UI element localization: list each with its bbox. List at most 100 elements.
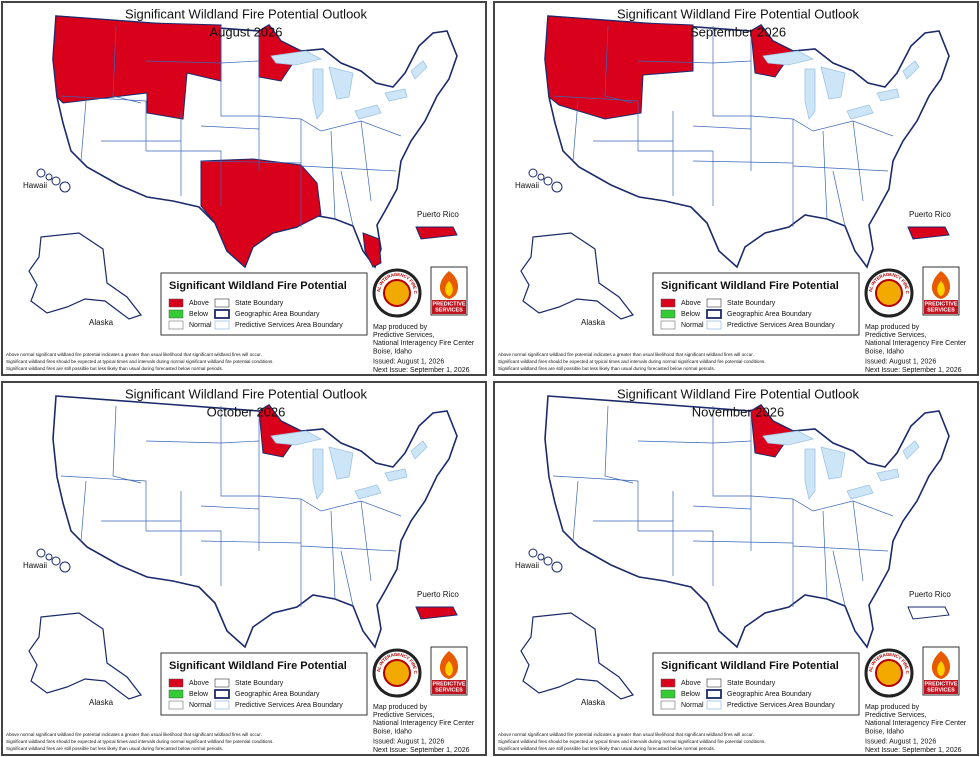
- boundary-line: [852, 500, 864, 582]
- legend-label: Above: [681, 680, 701, 687]
- legend-label: Predictive Services Area Boundary: [235, 702, 343, 709]
- legend-label: Predictive Services Area Boundary: [235, 322, 343, 329]
- legend-label: Predictive Services Area Boundary: [727, 702, 835, 709]
- legend-label: State Boundary: [235, 300, 284, 307]
- legend-swatch: [214, 309, 230, 319]
- hawaii-label: Hawaii: [23, 181, 47, 190]
- map-subtitle: August 2026: [209, 24, 282, 39]
- legend-label: State Boundary: [235, 680, 284, 687]
- boundary-line: [60, 475, 147, 531]
- legend-swatch: [660, 309, 676, 319]
- alaska-label: Alaska: [581, 698, 606, 707]
- credit-line: Boise, Idaho: [373, 348, 412, 355]
- hawaii-island: [551, 181, 563, 193]
- legend-title: Significant Wildland Fire Potential: [169, 280, 347, 292]
- map-subtitle: November 2026: [692, 404, 785, 419]
- lake: [820, 66, 846, 100]
- legend-title: Significant Wildland Fire Potential: [169, 660, 347, 672]
- above-normal-area: [907, 226, 950, 240]
- us-outline: [544, 395, 950, 649]
- lake: [384, 88, 408, 102]
- boundary-line: [692, 125, 752, 130]
- boundary-line: [572, 100, 579, 162]
- legend-swatch: [168, 678, 184, 688]
- boundary-line: [822, 130, 828, 220]
- legend-box: [160, 272, 368, 336]
- credit-line: Predictive Services,: [865, 332, 927, 339]
- outlook-panel: Hawaii Alaska Puerto Rico Significant Wildl…: [493, 1, 979, 376]
- boundary-line: [832, 170, 846, 227]
- boundary-line: [712, 406, 751, 497]
- boundary-line: [80, 480, 87, 542]
- boundary-line: [792, 545, 889, 552]
- hawaii-island: [537, 553, 545, 561]
- hawaii-island: [528, 168, 538, 178]
- lake: [410, 60, 428, 80]
- boundary-line: [638, 530, 714, 586]
- puerto-rico-label: Puerto Rico: [909, 210, 951, 219]
- legend-label: Normal: [189, 702, 212, 709]
- boundary-line: [360, 120, 372, 202]
- footnote: Significant wildland fires should be exp…: [498, 359, 766, 364]
- puerto-rico-label: Puerto Rico: [909, 590, 951, 599]
- credit-line: Boise, Idaho: [865, 728, 904, 735]
- legend-label: Geographic Area Boundary: [235, 311, 320, 318]
- legend-swatch: [168, 309, 184, 319]
- hawaii-island: [45, 553, 53, 561]
- legend-swatch: [168, 689, 184, 699]
- legend-label: Below: [189, 311, 209, 318]
- brand-text: SERVICES: [435, 307, 463, 313]
- boundary-line: [552, 95, 639, 151]
- footnote: Significant wildland fires are still pos…: [498, 746, 715, 751]
- legend-swatch: [706, 298, 722, 308]
- hawaii-label: Hawaii: [515, 181, 539, 190]
- boundary-line: [330, 130, 336, 220]
- lake: [762, 50, 815, 66]
- hawaii-island: [36, 168, 46, 178]
- credit-line: Next Issue: September 1, 2026: [373, 367, 470, 374]
- hawaii-island: [543, 556, 553, 566]
- us-outline: [52, 395, 458, 649]
- credit-line: Map produced by: [865, 324, 920, 331]
- brand-text: PREDICTIVE: [432, 681, 465, 687]
- brand-bar: [432, 300, 466, 314]
- brand-bar: [924, 300, 958, 314]
- credit-line: Predictive Services,: [373, 332, 435, 339]
- boundary-line: [750, 115, 894, 137]
- legend-label: Above: [681, 300, 701, 307]
- map-title: Significant Wildland Fire Potential Outl…: [617, 6, 860, 21]
- alaska-outline: [520, 612, 634, 700]
- legend-label: Normal: [681, 322, 704, 329]
- boundary-line: [200, 505, 260, 510]
- legend-box: [652, 652, 860, 716]
- boundary-line: [60, 95, 147, 151]
- legend-label: State Boundary: [727, 680, 776, 687]
- boundary-line: [792, 165, 889, 172]
- boundary-line: [572, 480, 579, 542]
- boundary-line: [712, 26, 751, 117]
- hawaii-island: [59, 561, 71, 573]
- map-title: Significant Wildland Fire Potential Outl…: [125, 6, 368, 21]
- boundary-line: [200, 540, 302, 544]
- credit-line: Predictive Services,: [373, 712, 435, 719]
- boundary-line: [692, 540, 794, 544]
- hawaii-label: Hawaii: [23, 561, 47, 570]
- hawaii-island: [51, 556, 61, 566]
- boundary-line: [692, 160, 794, 164]
- legend-swatch: [214, 689, 230, 699]
- footnote: Above normal significant wildland fire p…: [6, 352, 262, 357]
- boundary-line: [258, 495, 402, 517]
- lake: [270, 50, 323, 66]
- lake: [902, 440, 920, 460]
- boundary-line: [80, 100, 87, 162]
- lake: [804, 448, 816, 500]
- outlook-panel: Hawaii Alaska Puerto Rico Significant Wildl…: [1, 1, 487, 376]
- legend-swatch: [660, 320, 676, 330]
- boundary-line: [604, 25, 634, 104]
- credit-line: Issued: August 1, 2026: [865, 359, 936, 366]
- credit-line: National Interagency Fire Center: [865, 720, 967, 727]
- legend-label: Below: [681, 691, 701, 698]
- seal-inner: [383, 659, 411, 687]
- boundary-line: [220, 26, 259, 117]
- lake: [328, 66, 354, 100]
